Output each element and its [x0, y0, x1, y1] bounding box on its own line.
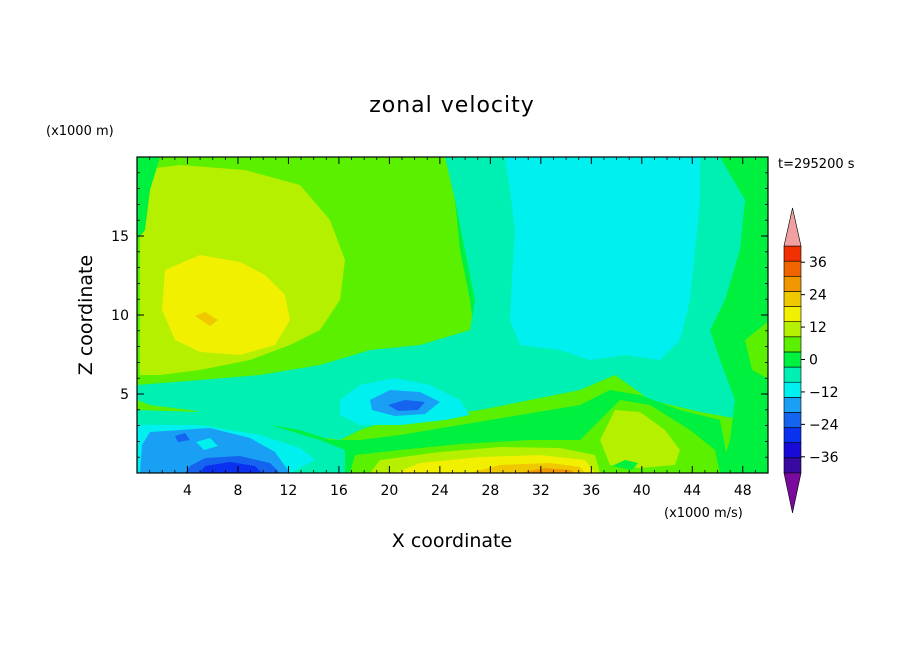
colorbar-tick-label: −36	[809, 450, 839, 466]
contour-region-lower-warm-12	[370, 410, 680, 473]
x-axis-label: X coordinate	[392, 530, 512, 552]
contour-region-lower-left-neg24	[175, 433, 280, 473]
colorbar-segment	[783, 457, 802, 474]
y-tick-label: 10	[111, 308, 129, 324]
y-axis-label: Z coordinate	[75, 255, 97, 375]
colorbar-extend-min	[783, 472, 802, 514]
x-tick-label: 8	[233, 483, 242, 499]
y-tick-label: 5	[120, 387, 129, 403]
time-label: t=295200 s	[778, 157, 855, 172]
contour-region-right-edge-0	[710, 157, 768, 473]
x-tick-label: 12	[280, 483, 298, 499]
colorbar-segment	[783, 245, 802, 262]
x-tick-label: 20	[380, 483, 398, 499]
contour-region-mid-neg24	[388, 400, 425, 411]
x-tick-label: 16	[330, 483, 348, 499]
contour-region-lower-left-neg12-pocket	[196, 438, 218, 450]
x-tick-label: 40	[633, 483, 651, 499]
contour-region-right-edge-6	[745, 321, 768, 379]
colorbar-segment	[783, 260, 802, 277]
colorbar-tick-label: 12	[809, 320, 827, 336]
x-tick-label: 32	[532, 483, 550, 499]
colorbar-extend-max	[783, 207, 802, 247]
colorbar-tick-label: 36	[809, 255, 827, 271]
colorbar-segment	[783, 427, 802, 444]
colorbar-segment	[783, 275, 802, 292]
x-unit-label: (x1000 m/s)	[664, 506, 743, 521]
colorbar-tick-label: −12	[809, 385, 839, 401]
x-tick-label: 44	[683, 483, 701, 499]
y-axis-ticks: 5 10 15	[111, 172, 768, 458]
chart-title: zonal velocity	[369, 93, 535, 118]
colorbar-segment	[783, 381, 802, 398]
x-axis-ticks: 4 8 12 16 20 24 28 32 36 40 44 48	[149, 157, 756, 499]
colorbar-segment	[783, 351, 802, 368]
y-unit-label: (x1000 m)	[46, 124, 114, 139]
contour-region-right-neg12	[505, 157, 700, 360]
contour-region-lower-warm-30	[520, 468, 575, 473]
contour-region-upper-left-12	[162, 255, 290, 355]
colorbar-tick-label: 24	[809, 288, 827, 304]
colorbar-segment	[783, 306, 802, 322]
colorbar-segment	[783, 412, 802, 428]
colorbar-segment	[783, 366, 802, 383]
colorbar-segment	[783, 442, 802, 459]
contour-region-lower-pocket-0	[612, 460, 638, 470]
x-tick-label: 24	[431, 483, 449, 499]
colorbar-tick-label: −24	[809, 417, 839, 433]
colorbar: −36 −24 −12 0 12 24 36	[783, 207, 839, 514]
x-tick-label: 36	[582, 483, 600, 499]
contour-region-upper-left-18	[195, 312, 218, 326]
x-tick-label: 28	[481, 483, 499, 499]
colorbar-segment	[783, 397, 802, 413]
colorbar-tick-label: 0	[809, 353, 818, 369]
x-tick-label: 48	[734, 483, 752, 499]
contour-region-top-left-edge	[137, 157, 160, 240]
contour-region-lower-left-neg30	[200, 462, 262, 473]
x-tick-label: 4	[183, 483, 192, 499]
y-tick-label: 15	[111, 229, 129, 245]
contour-fill	[137, 157, 768, 473]
colorbar-segment	[783, 321, 802, 338]
colorbar-segment	[783, 336, 802, 353]
colorbar-segment	[783, 291, 802, 307]
